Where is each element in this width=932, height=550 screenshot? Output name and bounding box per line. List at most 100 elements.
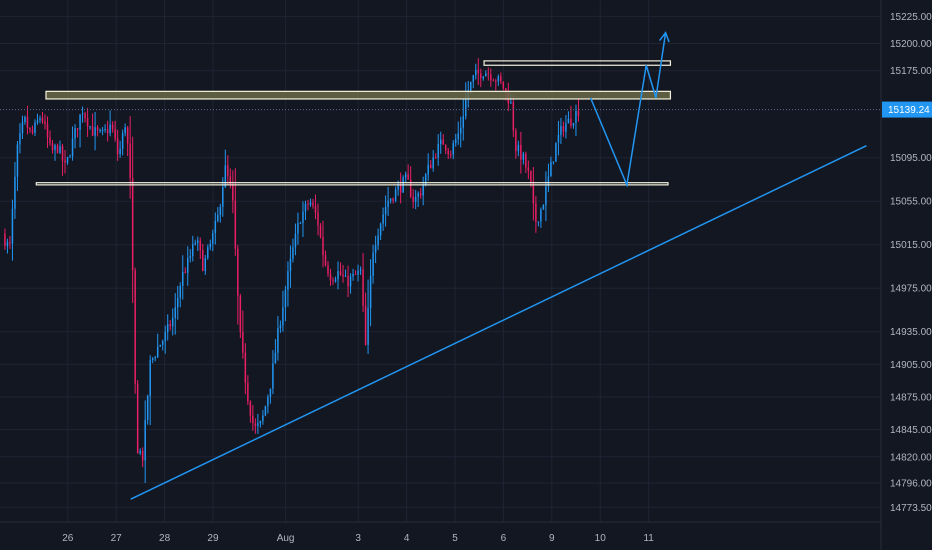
candle-body (337, 271, 339, 280)
candle-body (572, 122, 575, 126)
candle-body (232, 184, 234, 201)
candle-body (126, 127, 129, 144)
x-tick-label: 3 (355, 533, 361, 544)
candle-body (284, 289, 287, 308)
candle-body (49, 137, 51, 144)
candle-body (174, 307, 176, 318)
candle-body (189, 256, 192, 258)
candle-body (447, 150, 449, 155)
candle-body (565, 123, 567, 132)
candle-body (332, 280, 334, 282)
candle-body (364, 305, 367, 345)
candle-body (76, 128, 79, 130)
candle-body (354, 273, 357, 275)
candle-body (362, 269, 364, 306)
trend-drawings[interactable] (130, 31, 867, 500)
y-tick-label: 15225.00 (890, 12, 932, 23)
candle-body (259, 420, 262, 424)
candle-body (51, 143, 54, 150)
time-axis[interactable]: 26 27 28 29 Aug 3 4 5 6 9 10 11 (62, 533, 654, 544)
candle-body (209, 243, 212, 248)
x-tick-label: 29 (207, 533, 219, 544)
candle-body (342, 274, 344, 277)
x-tick-label: 6 (501, 533, 507, 544)
y-tick-label: 14820.00 (890, 452, 932, 463)
candle-body (59, 146, 61, 153)
candle-body (500, 76, 502, 82)
candle-body (14, 176, 16, 209)
candle-body (577, 110, 580, 116)
candle-body (212, 233, 214, 244)
candle-body (512, 102, 515, 131)
candle-body (482, 76, 485, 79)
candle-body (422, 184, 424, 196)
candle-body (119, 148, 121, 155)
y-tick-label: 15200.00 (890, 39, 932, 50)
candle-body (4, 233, 6, 246)
candle-body (41, 118, 44, 122)
y-tick-label: 14796.00 (890, 478, 932, 489)
candle-body (344, 275, 347, 277)
candle-body (86, 118, 89, 127)
candle-body (535, 203, 537, 223)
candle-body (89, 126, 91, 128)
candle-body (149, 360, 151, 396)
candle-body (242, 331, 244, 353)
candle-body (71, 138, 74, 157)
candle-body (106, 128, 109, 134)
upper-resistance-zone (483, 60, 672, 66)
candle-body (454, 139, 457, 144)
candle-body (369, 275, 372, 309)
candle-body (442, 139, 444, 145)
candle-body (492, 80, 495, 82)
candle-body (252, 415, 254, 424)
y-tick-label: 15055.00 (890, 197, 932, 208)
candle-body (432, 157, 434, 169)
candle-body (249, 401, 252, 416)
x-tick-label: 28 (159, 533, 171, 544)
last-price-label: 15139.24 (888, 105, 930, 116)
candle-body (475, 69, 477, 76)
x-tick-label: Aug (277, 533, 295, 544)
candle-body (485, 73, 487, 77)
candle-body (64, 160, 66, 163)
candle-body (274, 352, 277, 364)
candle-body (472, 75, 475, 82)
candle-body (31, 129, 34, 133)
last-price-badge (882, 101, 932, 118)
candle-body (540, 209, 542, 222)
candle-body (24, 116, 26, 123)
y-tick-label: 14875.00 (890, 392, 932, 403)
grid-lines (0, 0, 881, 522)
x-tick-label: 9 (549, 533, 555, 544)
candle-body (227, 165, 229, 177)
candle-body (465, 98, 467, 117)
candle-body (131, 178, 134, 271)
candle-body (56, 145, 59, 153)
candle-body (194, 242, 197, 245)
candle-body (409, 179, 412, 197)
candle-body (94, 127, 96, 136)
candle-body (392, 198, 394, 201)
candle-body (307, 203, 309, 205)
horizontal-zones[interactable] (35, 60, 672, 186)
candle-body (187, 257, 189, 273)
candle-body (520, 144, 522, 160)
candle-body (229, 176, 232, 185)
candle-body (234, 200, 237, 249)
candle-body (66, 156, 69, 163)
candle-body (26, 116, 29, 128)
candle-body (389, 198, 392, 201)
support-level (35, 182, 669, 186)
candle-body (309, 202, 312, 205)
trendline (130, 145, 867, 500)
candle-body (237, 248, 239, 296)
price-axis[interactable]: 15225.00 15200.00 15175.00 15095.00 15055.00… (890, 12, 932, 514)
candle-body (449, 154, 452, 156)
candle-body (419, 193, 422, 196)
candle-body (124, 127, 126, 134)
candle-body (134, 270, 136, 384)
x-tick-label: 27 (111, 533, 123, 544)
candle-body (557, 134, 560, 143)
